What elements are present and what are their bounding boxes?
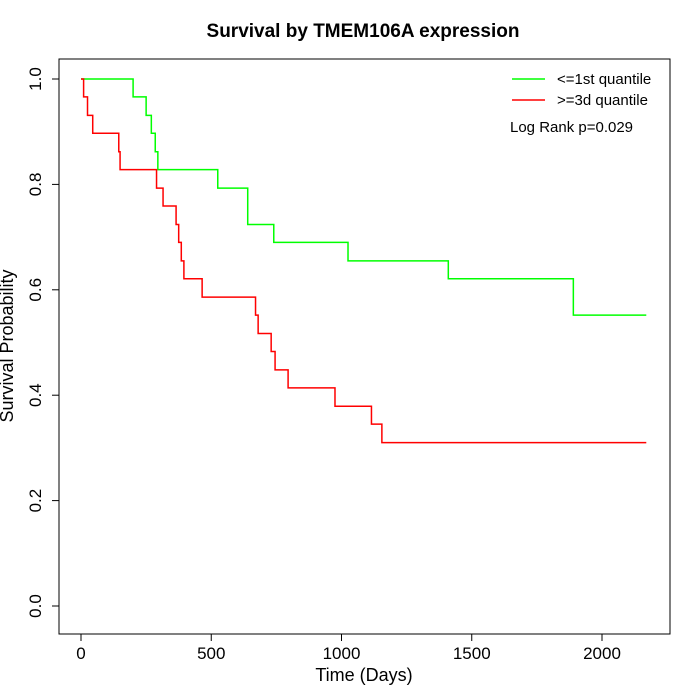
series-line-1 bbox=[81, 78, 647, 316]
y-tick-label: 0.0 bbox=[26, 594, 45, 618]
legend: <=1st quantile >=3d quantile bbox=[512, 71, 651, 109]
x-tick-label: 2000 bbox=[583, 644, 621, 663]
x-axis: 0 500 1000 1500 2000 bbox=[76, 633, 621, 663]
y-tick-label: 0.4 bbox=[26, 383, 45, 407]
y-tick-label: 0.8 bbox=[26, 173, 45, 197]
x-axis-label: Time (Days) bbox=[315, 665, 412, 685]
x-tick-label: 0 bbox=[76, 644, 85, 663]
y-tick-label: 0.2 bbox=[26, 489, 45, 513]
legend-label-2: >=3d quantile bbox=[557, 92, 648, 109]
series-layer bbox=[81, 78, 647, 444]
chart-title: Survival by TMEM106A expression bbox=[207, 21, 520, 42]
x-tick-label: 1500 bbox=[453, 644, 491, 663]
plot-frame bbox=[58, 58, 671, 635]
series-line-2 bbox=[81, 78, 647, 444]
log-rank-annotation: Log Rank p=0.029 bbox=[510, 119, 633, 136]
x-tick-label: 500 bbox=[197, 644, 225, 663]
x-tick-label: 1000 bbox=[323, 644, 361, 663]
legend-label-1: <=1st quantile bbox=[557, 71, 651, 88]
y-axis-label: Survival Probability bbox=[0, 269, 17, 422]
y-tick-label: 0.6 bbox=[26, 278, 45, 302]
y-axis: 0.0 0.2 0.4 0.6 0.8 1.0 bbox=[26, 67, 60, 618]
y-tick-label: 1.0 bbox=[26, 67, 45, 91]
